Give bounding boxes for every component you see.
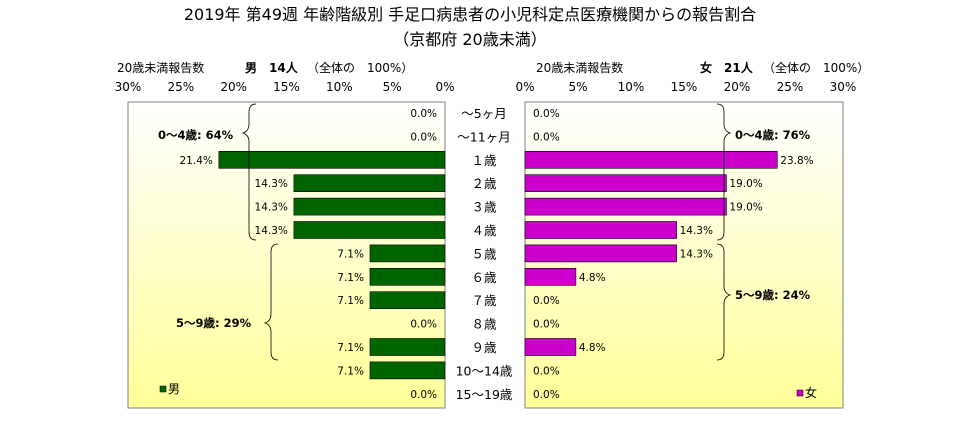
- female-group-label-0-4: 0～4歳: 76%: [735, 128, 811, 142]
- male-x-tick-label: 5%: [383, 80, 402, 94]
- male-group-label-0-4: 0～4歳: 64%: [158, 128, 234, 142]
- male-bar: [293, 174, 446, 192]
- male-value-label: 7.1%: [337, 248, 364, 260]
- age-category-label: ～11ヶ月: [457, 129, 510, 144]
- age-category-label: 15～19歳: [456, 387, 513, 402]
- female-x-tick-label: 25%: [777, 80, 804, 94]
- male-bar: [293, 221, 446, 239]
- female-x-tick-label: 0%: [515, 80, 534, 94]
- female-bar: [524, 267, 577, 286]
- female-value-label: 0.0%: [533, 365, 560, 377]
- female-x-tick-label: 20%: [724, 80, 751, 94]
- female-value-label: 4.8%: [579, 342, 606, 354]
- female-value-label: 4.8%: [579, 272, 606, 284]
- male-header-count: 男 14人: [245, 60, 299, 75]
- age-category-label: ２歳: [471, 176, 497, 191]
- age-category-label: ９歳: [471, 340, 497, 355]
- female-bar: [524, 197, 727, 216]
- male-value-label: 14.3%: [255, 225, 288, 237]
- male-brace-0-4: [241, 103, 257, 241]
- male-value-label: 7.1%: [337, 342, 364, 354]
- male-x-tick-label: 30%: [115, 80, 142, 94]
- chart-subtitle: （京都府 20歳未満）: [393, 30, 546, 49]
- female-header-suffix: （全体の 100%）: [763, 60, 869, 75]
- male-bar: [369, 291, 446, 310]
- female-legend-label: 女: [805, 385, 817, 400]
- male-value-label: 7.1%: [337, 272, 364, 284]
- male-legend-swatch: [159, 385, 167, 393]
- female-bar: [524, 151, 778, 169]
- male-legend-label: 男: [168, 382, 180, 396]
- female-value-label: 23.8%: [780, 155, 813, 167]
- female-value-label: 0.0%: [533, 389, 560, 401]
- male-value-label: 21.4%: [180, 155, 213, 167]
- age-category-label: ８歳: [471, 317, 497, 332]
- male-value-label: 7.1%: [337, 365, 364, 377]
- female-x-tick-label: 30%: [830, 80, 857, 94]
- age-category-label: １歳: [471, 153, 497, 168]
- female-value-label: 19.0%: [729, 178, 762, 190]
- female-brace-5-9: [716, 243, 732, 361]
- female-value-label: 0.0%: [533, 131, 560, 143]
- male-value-label: 7.1%: [337, 295, 364, 307]
- male-bar: [369, 338, 446, 356]
- male-value-label: 0.0%: [410, 319, 437, 331]
- female-value-label: 0.0%: [533, 295, 560, 307]
- female-bar: [524, 244, 677, 263]
- female-bar: [524, 174, 727, 192]
- female-legend-swatch: [796, 389, 804, 397]
- male-x-tick-label: 10%: [326, 80, 353, 94]
- female-value-label: 14.3%: [680, 225, 713, 237]
- female-brace-0-4: [716, 103, 732, 241]
- male-bar: [369, 267, 446, 286]
- age-category-label: ５歳: [471, 246, 497, 261]
- age-category-label: 10～14歳: [456, 363, 513, 378]
- female-bar: [524, 338, 577, 356]
- male-x-tick-label: 20%: [220, 80, 247, 94]
- male-x-tick-label: 0%: [435, 80, 454, 94]
- male-value-label: 14.3%: [255, 202, 288, 214]
- chart-title: 2019年 第49週 年齢階級別 手足口病患者の小児科定点医療機関からの報告割合: [184, 5, 756, 24]
- male-value-label: 0.0%: [410, 108, 437, 120]
- male-group-label-5-9: 5～9歳: 29%: [176, 316, 252, 330]
- male-value-label: 0.0%: [410, 389, 437, 401]
- male-header-suffix: （全体の 100%）: [307, 60, 413, 75]
- age-category-label: ６歳: [471, 270, 497, 285]
- male-bar: [369, 361, 446, 380]
- female-bar: [524, 221, 677, 239]
- age-category-label: ４歳: [471, 223, 497, 238]
- male-value-label: 0.0%: [410, 131, 437, 143]
- female-x-tick-label: 5%: [568, 80, 587, 94]
- female-group-label-5-9: 5～9歳: 24%: [735, 288, 811, 302]
- male-x-tick-label: 25%: [167, 80, 194, 94]
- female-header-prefix: 20歳未満報告数: [536, 60, 623, 75]
- female-x-tick-label: 15%: [671, 80, 698, 94]
- male-bar: [293, 197, 446, 216]
- female-value-label: 19.0%: [729, 202, 762, 214]
- male-bar: [369, 244, 446, 263]
- male-bar: [218, 151, 446, 169]
- female-header-count: 女 21人: [700, 60, 754, 75]
- female-value-label: 14.3%: [680, 248, 713, 260]
- female-value-label: 0.0%: [533, 319, 560, 331]
- male-header-prefix: 20歳未満報告数: [117, 60, 204, 75]
- age-category-label: ３歳: [471, 200, 497, 215]
- female-x-tick-label: 10%: [618, 80, 645, 94]
- female-value-label: 0.0%: [533, 108, 560, 120]
- age-category-label: ～5ヶ月: [461, 106, 506, 121]
- male-x-tick-label: 15%: [273, 80, 300, 94]
- male-brace-5-9: [263, 243, 279, 361]
- age-category-label: ７歳: [471, 293, 497, 308]
- male-value-label: 14.3%: [255, 178, 288, 190]
